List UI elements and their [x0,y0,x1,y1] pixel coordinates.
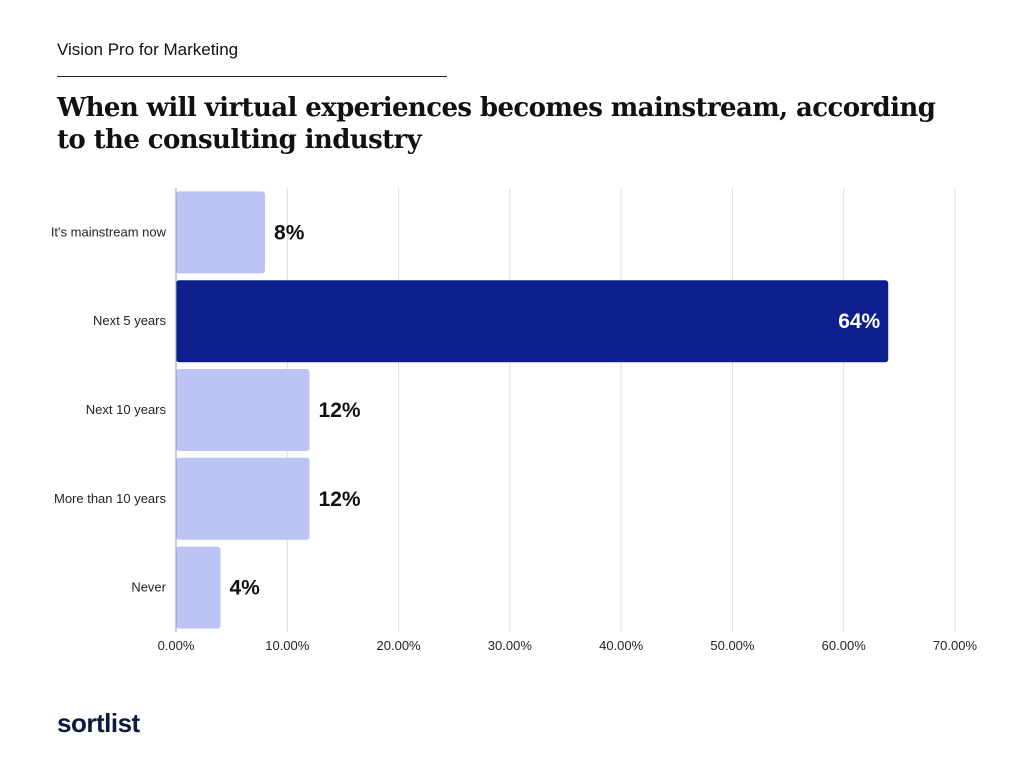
bar [176,191,266,274]
chart-title: When will virtual experiences becomes ma… [57,93,936,155]
header-divider [57,76,447,77]
x-tick-label: 10.00% [265,638,310,653]
data-label: 12% [319,399,361,422]
x-tick-label: 50.00% [710,638,755,653]
category-label: More than 10 years [54,491,167,506]
category-label: It's mainstream now [51,224,167,239]
x-tick-label: 70.00% [933,638,978,653]
category-label: Next 10 years [86,402,167,417]
x-tick-label: 0.00% [158,638,195,653]
x-tick-label: 20.00% [377,638,422,653]
bar [176,280,889,363]
bar [176,457,310,540]
bar [176,369,310,451]
data-label: 12% [319,488,361,511]
chart-subtitle: Vision Pro for Marketing [57,40,239,59]
data-label: 8% [274,221,305,244]
sortlist-logo: sortlist [57,708,140,738]
x-tick-label: 30.00% [488,638,533,653]
bar [176,546,221,629]
data-label: 64% [838,310,880,333]
category-label: Next 5 years [93,313,166,328]
data-label: 4% [230,577,261,600]
category-label: Never [131,580,166,595]
x-tick-label: 40.00% [599,638,644,653]
x-tick-label: 60.00% [822,638,867,653]
